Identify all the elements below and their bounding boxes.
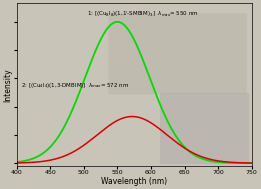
FancyBboxPatch shape [160, 93, 249, 164]
Text: 2: [(Cu$_4$I$_4$)(1,3-DMBIM)]  $\lambda_{max}$= 572 nm: 2: [(Cu$_4$I$_4$)(1,3-DMBIM)] $\lambda_{… [21, 81, 129, 91]
Y-axis label: Intensity: Intensity [3, 68, 13, 101]
FancyBboxPatch shape [108, 13, 247, 94]
X-axis label: Wavelength (nm): Wavelength (nm) [101, 177, 167, 186]
Text: 1: [(Cu$_8$I$_8$)(1,1$'$-SMBIM)$_3$]  $\lambda_{max}$= 550 nm: 1: [(Cu$_8$I$_8$)(1,1$'$-SMBIM)$_3$] $\l… [87, 10, 199, 19]
